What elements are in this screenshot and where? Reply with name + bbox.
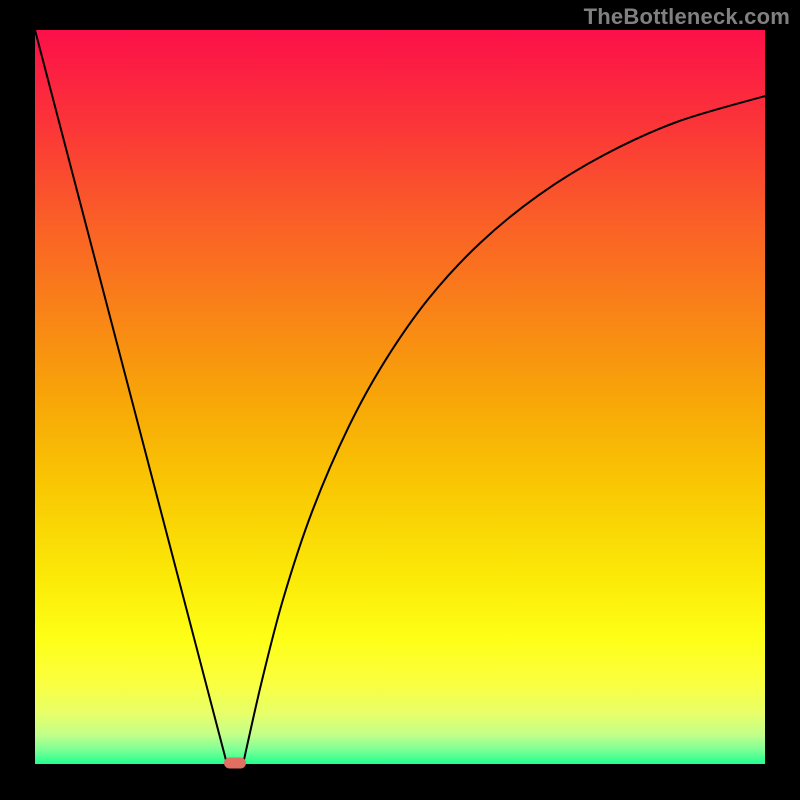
- chart-container: TheBottleneck.com: [0, 0, 800, 800]
- plot-area: [35, 30, 765, 764]
- gradient-background: [35, 30, 765, 764]
- watermark-label: TheBottleneck.com: [584, 4, 790, 30]
- minimum-marker: [224, 757, 246, 768]
